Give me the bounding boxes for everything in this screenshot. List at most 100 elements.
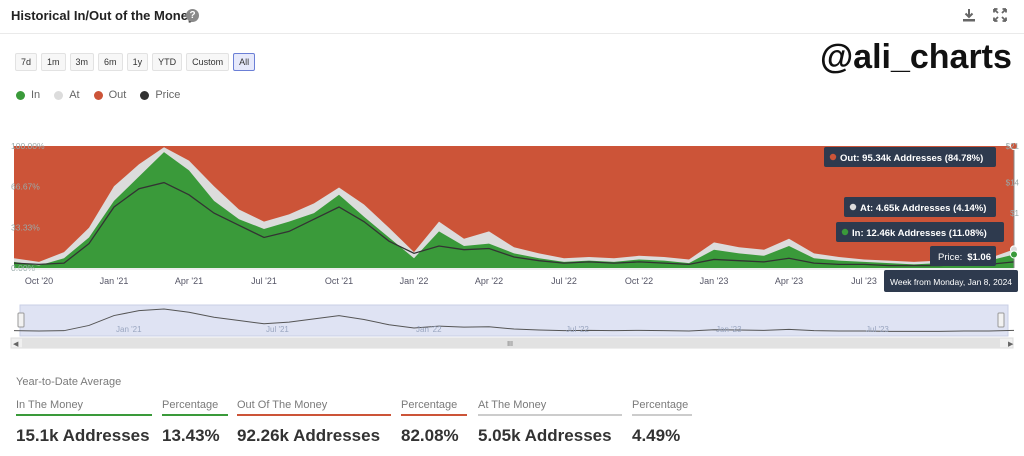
y-tick-label: 100.00%: [11, 141, 45, 151]
tooltip-in-box: [836, 222, 1004, 242]
navigator-tick-label: Jul '22: [566, 325, 589, 334]
y-axis: 0.00% 33.33% 66.67% 100.00% $21 $14 $1: [11, 141, 1020, 273]
range-selector: 7d 1m 3m 6m 1y YTD Custom All: [15, 53, 256, 71]
range-button-1m[interactable]: 1m: [41, 53, 66, 71]
y-tick-label: 0.00%: [11, 263, 36, 273]
tooltip-price-value: $1.06: [967, 252, 991, 263]
range-button-3m[interactable]: 3m: [69, 53, 95, 71]
legend-dot-at: [54, 90, 64, 100]
ytd-title: Year-to-Date Average: [16, 376, 122, 388]
navigator-tick-label: Jan '23: [716, 325, 742, 334]
stat-out-of-the-money: Out Of The Money 92.26k Addresses: [237, 399, 391, 446]
legend-label-at: At: [69, 89, 80, 101]
navigator-tick-label: Jan '22: [416, 325, 442, 334]
range-button-all[interactable]: All: [233, 53, 256, 71]
stat-label: At The Money: [478, 399, 622, 416]
navigator-tick-label: Jul '21: [266, 325, 289, 334]
navigator-tick-label: Jan '21: [116, 325, 142, 334]
x-tick-label: Jan '23: [700, 276, 729, 286]
watermark: @ali_charts: [820, 38, 1012, 76]
stat-value: 5.05k Addresses: [478, 426, 612, 445]
stat-value: 92.26k Addresses: [237, 426, 381, 445]
stat-in-percentage: Percentage 13.43%: [162, 399, 228, 446]
y-right-tick-label: $21: [1006, 142, 1020, 151]
legend-item-at[interactable]: At: [54, 89, 80, 101]
scrollbar-grip: III: [507, 341, 513, 348]
x-tick-label: Jan '22: [400, 276, 429, 286]
chart-legend: In At Out Price: [16, 89, 180, 101]
tooltip-date-box: [884, 270, 1018, 292]
stat-at-percentage: Percentage 4.49%: [632, 399, 692, 446]
download-icon[interactable]: [961, 7, 977, 23]
tooltip-at-box: [844, 197, 996, 217]
stat-label: Percentage: [632, 399, 692, 416]
tooltip-in-dot: [841, 228, 849, 236]
expand-icon[interactable]: [992, 7, 1008, 23]
marker-out: [1010, 142, 1018, 150]
y-tick-label: 66.67%: [11, 182, 40, 192]
range-button-1y[interactable]: 1y: [126, 53, 149, 71]
chart-area[interactable]: 0.00% 33.33% 66.67% 100.00% $21 $14 $1 Oct '20…: [0, 0, 1024, 360]
x-tick-label: Oct '21: [325, 276, 353, 286]
range-button-custom[interactable]: Custom: [186, 53, 230, 71]
legend-label-in: In: [31, 89, 41, 101]
x-tick-label: Apr '21: [175, 276, 203, 286]
stat-at-the-money: At The Money 5.05k Addresses: [478, 399, 622, 446]
x-tick-label: Jul '23: [851, 276, 877, 286]
legend-item-price[interactable]: Price: [140, 89, 180, 101]
legend-dot-out: [93, 90, 103, 100]
x-tick-label: Jan '21: [100, 276, 129, 286]
scrollbar-thumb[interactable]: [22, 338, 1000, 348]
y-right-tick-label: $14: [1006, 179, 1020, 188]
stat-value: 15.1k Addresses: [16, 426, 150, 445]
stat-label: Out Of The Money: [237, 399, 391, 416]
legend-item-in[interactable]: In: [16, 89, 40, 101]
scroll-left-arrow-icon[interactable]: ◀: [13, 341, 19, 348]
x-tick-label: Jul '22: [551, 276, 577, 286]
legend-label-out: Out: [108, 89, 127, 101]
stat-label: In The Money: [16, 399, 152, 416]
tooltip-out-dot: [829, 153, 837, 161]
legend-dot-price: [140, 90, 150, 100]
x-tick-label: Apr '23: [775, 276, 803, 286]
legend-dot-in: [16, 90, 25, 100]
stat-value: 82.08%: [401, 426, 459, 445]
navigator-handle-right[interactable]: [997, 312, 1005, 328]
x-tick-label: Jul '21: [251, 276, 277, 286]
navigator-handle-left[interactable]: [17, 312, 25, 328]
stat-out-percentage: Percentage 82.08%: [401, 399, 467, 446]
chart-header: Historical In/Out of the Money ?: [0, 0, 1024, 34]
series-in-area: [14, 152, 1014, 268]
range-button-6m[interactable]: 6m: [98, 53, 123, 71]
y-right-tick-label: $1: [1010, 209, 1019, 218]
stat-label: Percentage: [401, 399, 467, 416]
y-tick-label: 33.33%: [11, 222, 40, 232]
chart-title: Historical In/Out of the Money: [11, 8, 196, 23]
tooltip-date-text: Week from Monday, Jan 8, 2024: [890, 277, 1012, 287]
stat-value: 13.43%: [162, 426, 220, 445]
stat-label: Percentage: [162, 399, 228, 416]
stat-value: 4.49%: [632, 426, 681, 445]
stat-in-the-money: In The Money 15.1k Addresses: [16, 399, 152, 446]
x-tick-label: Apr '22: [475, 276, 503, 286]
x-axis: Oct '20 Jan '21 Apr '21 Jul '21 Oct '21 Jan '…: [14, 268, 1014, 286]
tooltip-at-text: At: 4.65k Addresses (4.14%): [860, 203, 986, 214]
legend-item-out[interactable]: Out: [93, 89, 127, 101]
range-button-7d[interactable]: 7d: [15, 53, 38, 71]
navigator-price-line: [13, 308, 1015, 332]
tooltip-at-dot: [849, 203, 857, 211]
scroll-right-arrow-icon[interactable]: ▶: [1008, 341, 1014, 348]
tooltip-in-text: In: 12.46k Addresses (11.08%): [852, 228, 987, 239]
tooltip: Out: 95.34k Addresses (84.78%) At: 4.65k …: [824, 147, 1018, 292]
navigator[interactable]: Jan '21 Jul '21 Jan '22 Jul '22 Jan '23 Jul '…: [10, 304, 1015, 349]
tooltip-price-label: Price:: [938, 252, 962, 263]
series-price-line: [13, 181, 1015, 267]
x-tick-label: Oct '20: [25, 276, 53, 286]
help-icon[interactable]: ?: [186, 9, 199, 22]
x-tick-label: Oct '22: [625, 276, 653, 286]
navigator-tick-label: Jul '23: [866, 325, 889, 334]
tooltip-out-box: [824, 147, 996, 167]
tooltip-price-box: [930, 246, 996, 266]
tooltip-out-text: Out: 95.34k Addresses (84.78%): [840, 153, 983, 164]
range-button-ytd[interactable]: YTD: [152, 53, 183, 71]
